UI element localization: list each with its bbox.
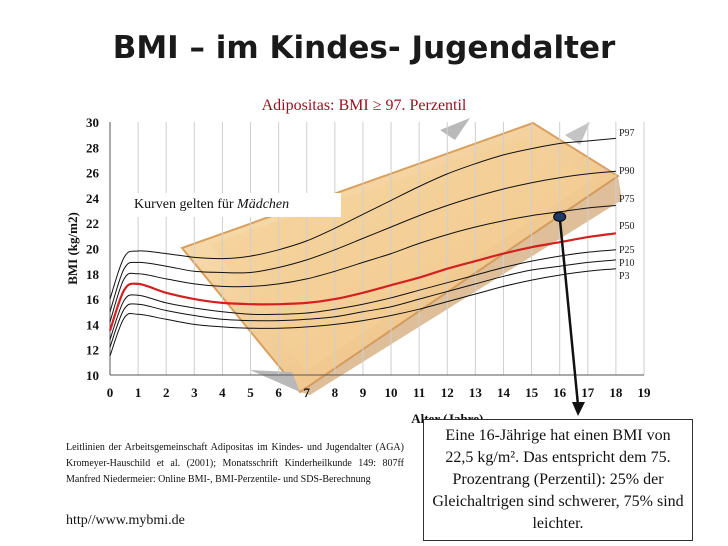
y-tick-label-30: 30 (86, 115, 99, 130)
x-tick-label-4: 4 (219, 385, 226, 400)
x-tick-label-12: 12 (441, 385, 454, 400)
x-tick-label-3: 3 (191, 385, 198, 400)
note-prefix: Kurven gelten für (134, 197, 238, 212)
y-tick-label-22: 22 (86, 216, 99, 231)
x-tick-label-16: 16 (553, 385, 567, 400)
x-tick-label-13: 13 (469, 385, 483, 400)
y-tick-label-26: 26 (86, 166, 100, 181)
y-tick-label-10: 10 (86, 368, 99, 383)
curve-p10 (109, 259, 616, 348)
x-tick-label-19: 19 (638, 385, 652, 400)
percentile-labels: P97 P90 P75 P50 P25 P10 P3 (619, 128, 635, 282)
curve-p3 (109, 268, 616, 357)
percentile-label-p50: P50 (619, 221, 635, 232)
chart-axes (109, 122, 644, 376)
y-tick-label-14: 14 (86, 317, 100, 332)
x-tick-label-14: 14 (497, 385, 511, 400)
y-tick-label-20: 20 (86, 242, 99, 257)
x-tick-label-15: 15 (525, 385, 539, 400)
annotations (553, 211, 585, 416)
arrow-head (572, 402, 585, 416)
y-axis-label: BMI (kg/m2) (65, 212, 80, 285)
y-tick-label-12: 12 (86, 343, 99, 358)
percentile-label-p75: P75 (619, 194, 635, 205)
percentile-label-p25: P25 (619, 245, 635, 256)
x-tick-label-8: 8 (332, 385, 339, 400)
x-tick-label-5: 5 (247, 385, 254, 400)
curve-p75 (109, 205, 616, 323)
percentile-curves (108, 137, 617, 357)
note-box: Kurven gelten für Mädchen (131, 193, 341, 217)
x-tick-label-0: 0 (107, 385, 114, 400)
x-tick-label-11: 11 (413, 385, 425, 400)
info-box: Eine 16-Jährige hat einen BMI von 22,5 k… (423, 419, 693, 541)
curve-p90 (109, 170, 616, 312)
x-tick-label-10: 10 (385, 385, 398, 400)
y-tick-label-16: 16 (86, 292, 100, 307)
x-tick-label-7: 7 (303, 385, 310, 400)
x-tick-label-1: 1 (135, 385, 142, 400)
y-tick-label-28: 28 (86, 140, 100, 155)
y-tick-label-18: 18 (86, 267, 100, 282)
x-tick-label-18: 18 (609, 385, 623, 400)
percentile-label-p90: P90 (619, 166, 635, 177)
percentile-label-p10: P10 (619, 258, 635, 269)
bmi-marker (553, 211, 567, 222)
curve-p97 (109, 137, 616, 300)
y-tick-label-24: 24 (86, 191, 100, 206)
arrow-line (558, 216, 580, 406)
chart-subtitle: Adipositas: BMI ≥ 97. Perzentil (261, 97, 467, 114)
source-url: http//www.mybmi.de (66, 513, 185, 528)
source-citation: Leitlinien der Arbeitsgemeinschaft Adipo… (66, 442, 404, 485)
tick-labels: 0 1 2 3 4 5 6 7 8 9 10 11 12 13 14 15 16 17 18 191012141618… (65, 115, 651, 426)
x-tick-label-6: 6 (275, 385, 282, 400)
x-tick-label-2: 2 (163, 385, 170, 400)
x-tick-label-9: 9 (360, 385, 367, 400)
percentile-label-p3: P3 (619, 271, 630, 282)
curve-p25 (109, 249, 616, 340)
x-tick-label-17: 17 (581, 385, 595, 400)
note-italic: Mädchen (237, 197, 290, 212)
curve-p50 (108, 232, 617, 332)
percentile-label-p97: P97 (619, 128, 635, 139)
slide-title: BMI – im Kindes- Jugendalter (112, 30, 616, 66)
